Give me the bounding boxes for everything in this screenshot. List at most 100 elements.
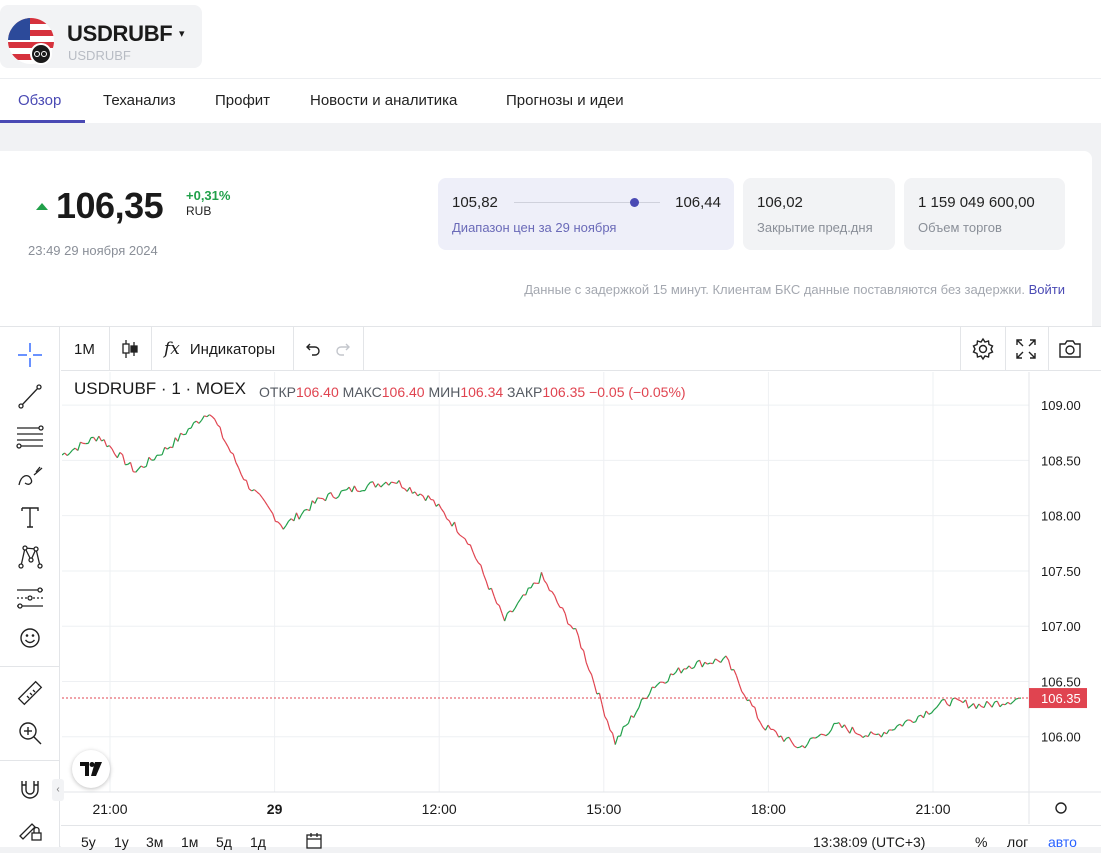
candles-icon[interactable] xyxy=(119,327,141,371)
price-segment xyxy=(162,447,165,454)
quote-card: 106,35 +0,31% RUB 23:49 29 ноября 2024 1… xyxy=(0,151,1092,326)
price-segment xyxy=(107,446,110,447)
price-segment xyxy=(700,660,703,667)
tab-overview[interactable]: Обзор xyxy=(18,92,61,109)
trendline-icon[interactable] xyxy=(14,380,46,412)
price-segment xyxy=(265,501,268,505)
price-segment xyxy=(478,563,481,566)
price-segment xyxy=(497,603,500,605)
price-segment xyxy=(594,684,597,694)
price-segment xyxy=(333,497,336,498)
auto-toggle[interactable]: авто xyxy=(1048,834,1077,850)
price-segment xyxy=(389,482,392,485)
price-segment xyxy=(613,733,616,744)
price-segment xyxy=(513,608,516,612)
legend-low-label: МИН xyxy=(428,384,460,400)
price-segment xyxy=(433,500,436,506)
clock-readout: 13:38:09 (UTC+3) xyxy=(813,834,925,850)
price-segment xyxy=(984,701,987,707)
price-segment xyxy=(729,660,732,670)
price-segment xyxy=(895,726,898,730)
settings-gear-icon[interactable] xyxy=(971,327,995,371)
legend-dot: · xyxy=(186,379,192,398)
price-segment xyxy=(515,603,518,608)
price-segment xyxy=(199,420,202,423)
price-segment xyxy=(502,613,505,621)
log-toggle[interactable]: лог xyxy=(1007,834,1028,850)
range-1y[interactable]: 1y xyxy=(114,834,129,850)
price-segment xyxy=(196,421,199,423)
price-segment xyxy=(294,513,297,521)
price-segment xyxy=(945,699,948,704)
brush-icon[interactable] xyxy=(14,461,46,493)
price-segment xyxy=(549,590,552,591)
price-segment xyxy=(823,735,826,736)
redo-icon[interactable] xyxy=(334,327,354,371)
price-segment xyxy=(412,492,415,493)
price-segment xyxy=(178,433,181,441)
zoom-in-icon[interactable] xyxy=(14,717,46,749)
range-label: Диапазон цен за 29 ноября xyxy=(452,220,616,235)
tab-techanalysis[interactable]: Теханализ xyxy=(103,92,176,109)
text-icon[interactable] xyxy=(14,501,46,533)
price-segment xyxy=(750,700,753,706)
collapse-toolbar-handle[interactable]: ‹ xyxy=(52,779,64,801)
delay-notice-text: Данные с задержкой 15 минут. Клиентам БК… xyxy=(524,282,1025,297)
magnet-icon[interactable] xyxy=(14,773,46,805)
range-5d[interactable]: 5д xyxy=(216,834,232,850)
last-price: 106,35 xyxy=(56,185,163,227)
instrument-selector[interactable]: USDRUBF ▾ USDRUBF xyxy=(0,5,202,68)
price-segment xyxy=(262,498,265,502)
indicators-button[interactable]: fx Индикаторы xyxy=(164,327,275,371)
price-segment xyxy=(636,707,639,712)
price-segment xyxy=(428,495,431,499)
undo-icon[interactable] xyxy=(302,327,322,371)
fullscreen-icon[interactable] xyxy=(1015,327,1037,371)
percent-toggle[interactable]: % xyxy=(975,834,987,850)
price-segment xyxy=(692,667,695,668)
prediction-icon[interactable] xyxy=(14,582,46,614)
tab-profit[interactable]: Профит xyxy=(215,92,270,109)
camera-icon[interactable] xyxy=(1058,327,1082,371)
price-segment xyxy=(765,725,768,730)
calendar-icon[interactable] xyxy=(305,832,323,853)
price-segment xyxy=(67,453,70,455)
price-chart-svg[interactable]: 109.00108.50108.00107.50107.00106.50106.… xyxy=(62,372,1101,825)
price-segment xyxy=(979,704,982,707)
emoji-icon[interactable] xyxy=(14,622,46,654)
price-segment xyxy=(215,419,218,424)
fib-lines-icon[interactable] xyxy=(14,420,46,452)
tab-forecasts[interactable]: Прогнозы и идеи xyxy=(506,92,624,109)
range-1d[interactable]: 1д xyxy=(250,834,266,850)
prev-close-value: 106,02 xyxy=(757,194,803,211)
quote-timestamp: 23:49 29 ноября 2024 xyxy=(28,243,158,258)
price-segment xyxy=(210,415,213,417)
price-segment xyxy=(884,732,887,734)
price-segment xyxy=(557,603,560,608)
price-segment xyxy=(868,732,871,737)
price-segment xyxy=(173,438,176,448)
price-segment xyxy=(544,580,547,583)
price-segment xyxy=(457,532,460,535)
price-segment xyxy=(760,722,763,727)
crosshair-icon[interactable] xyxy=(14,339,46,371)
price-segment xyxy=(191,423,194,429)
price-segment xyxy=(968,706,971,708)
login-link[interactable]: Войти xyxy=(1029,282,1065,297)
tradingview-logo-icon[interactable] xyxy=(72,750,110,788)
ruler-icon[interactable] xyxy=(14,677,46,709)
price-segment xyxy=(447,519,450,521)
pattern-icon[interactable] xyxy=(14,541,46,573)
price-segment xyxy=(563,608,566,614)
chevron-down-icon[interactable]: ▾ xyxy=(179,27,185,40)
range-3m[interactable]: 3м xyxy=(146,834,163,850)
lock-pen-icon[interactable] xyxy=(14,812,46,844)
interval-button[interactable]: 1M xyxy=(74,327,95,371)
price-segment xyxy=(360,491,363,492)
instrument-name[interactable]: USDRUBF xyxy=(67,21,172,47)
price-segment xyxy=(586,663,589,670)
tab-news[interactable]: Новости и аналитика xyxy=(310,92,457,109)
range-1m[interactable]: 1м xyxy=(181,834,198,850)
range-5y[interactable]: 5y xyxy=(81,834,96,850)
